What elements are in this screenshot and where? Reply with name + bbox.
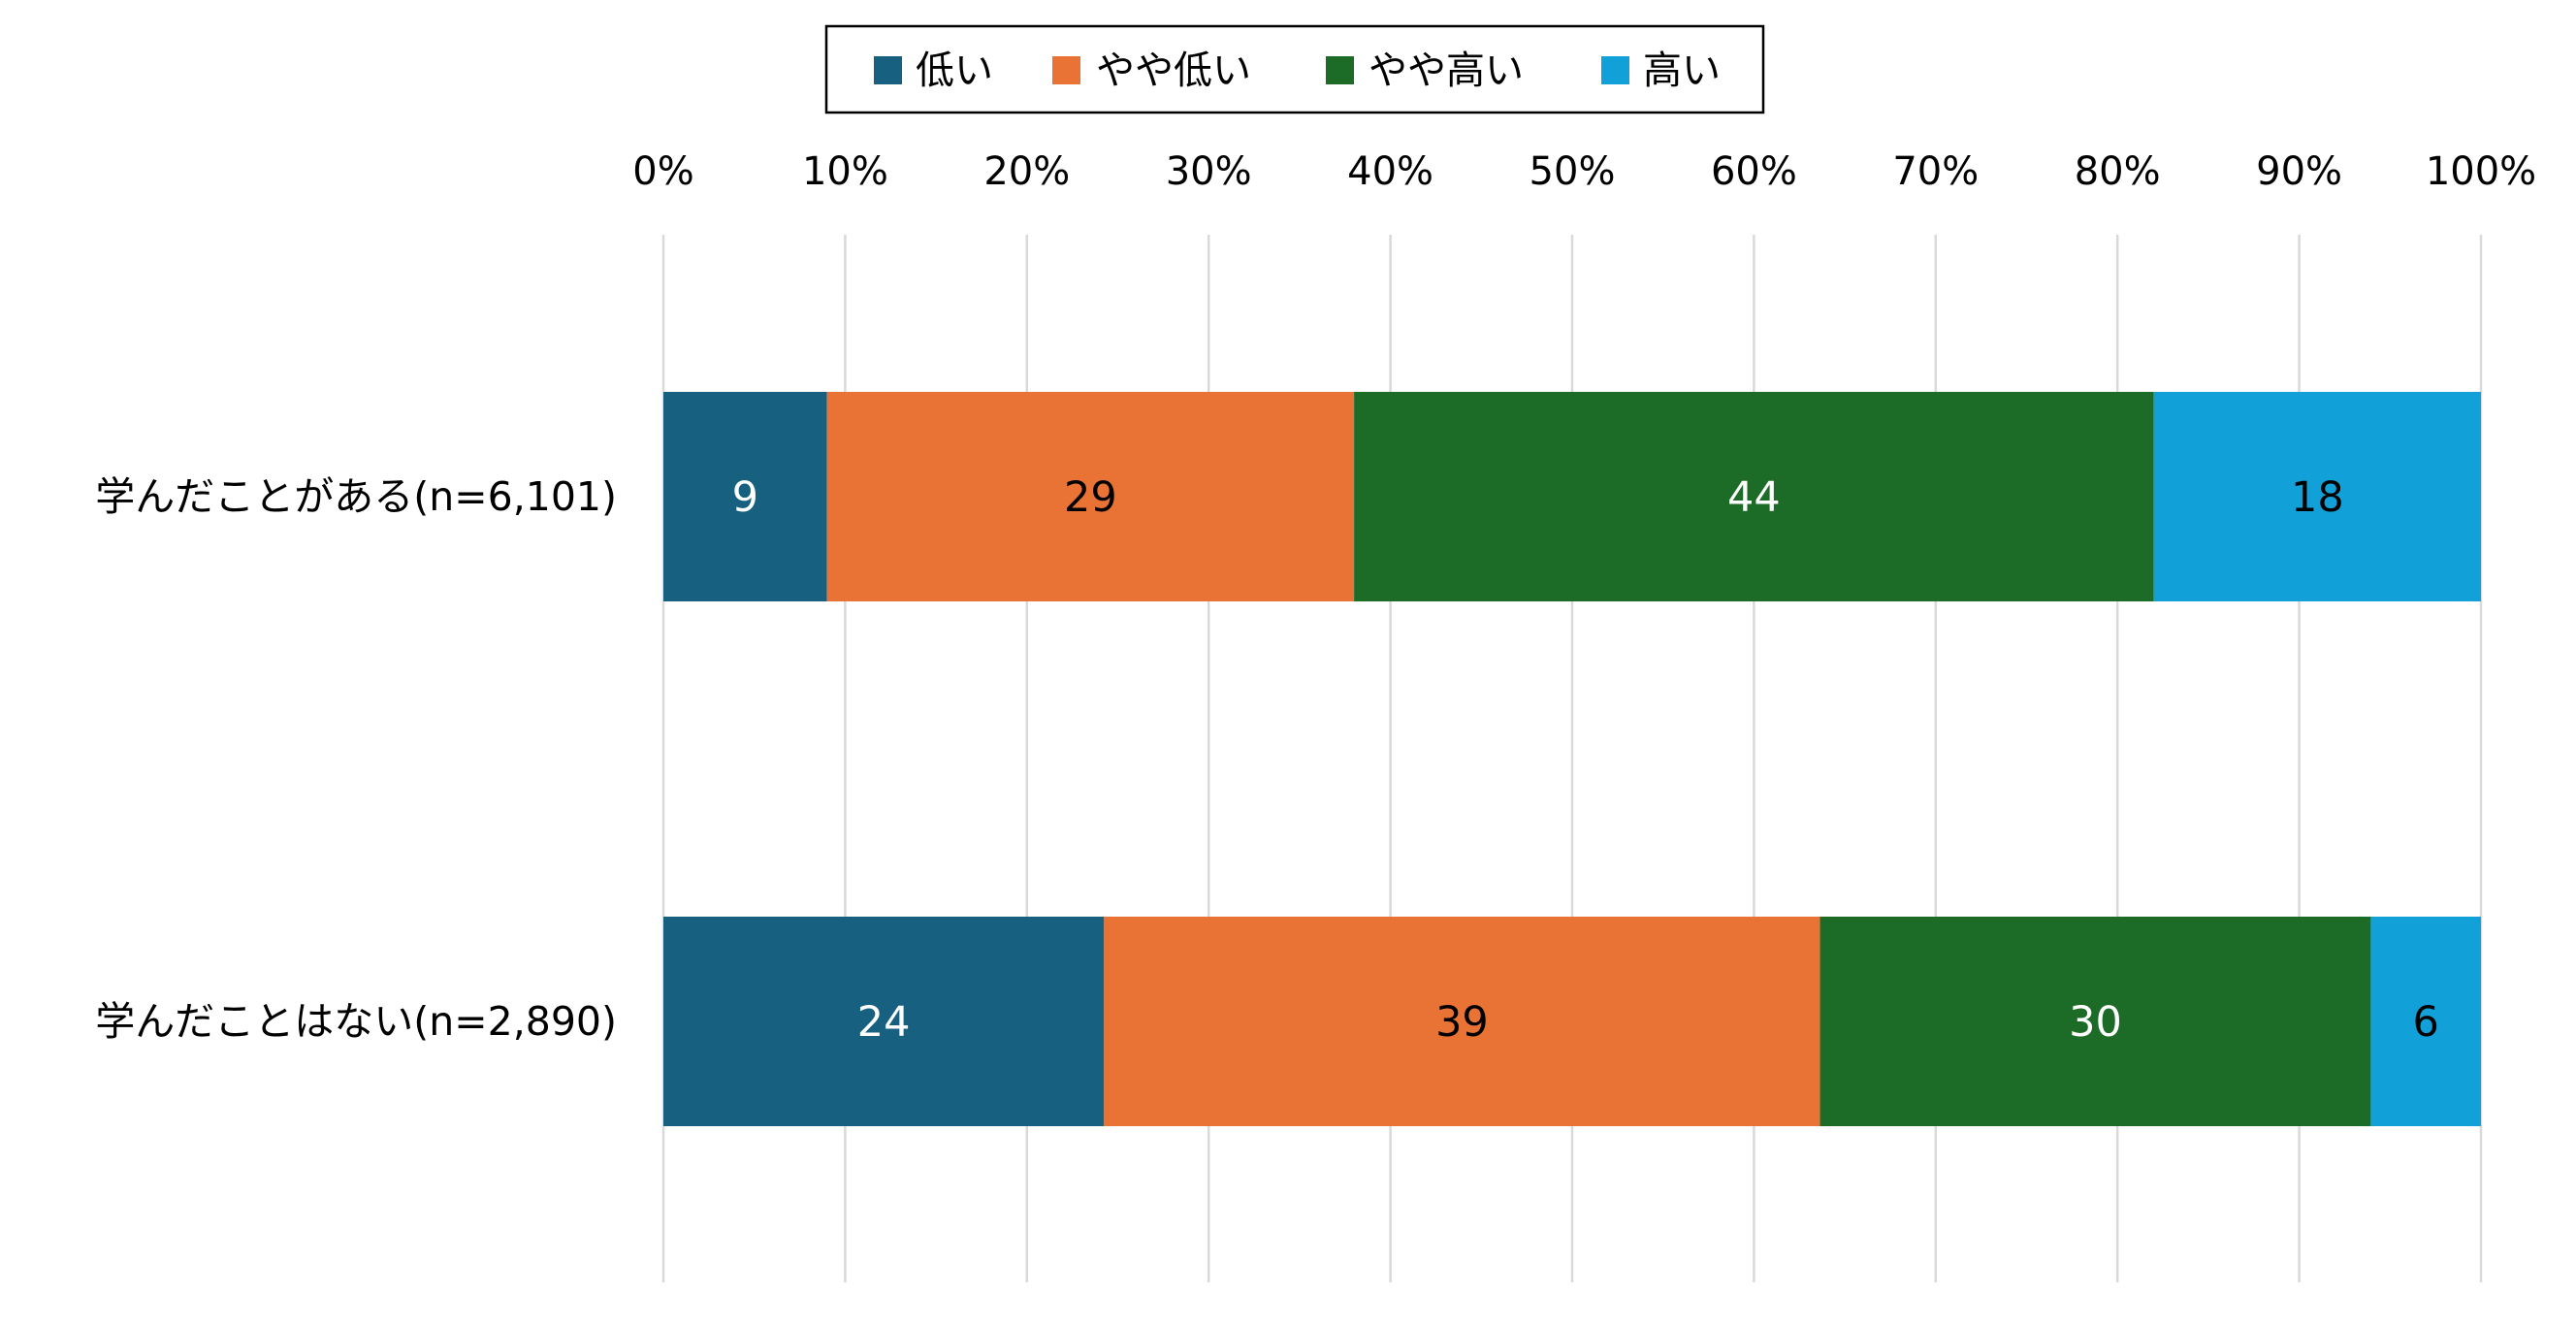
x-tick-label: 30% (1166, 149, 1252, 194)
x-tick-label: 60% (1711, 149, 1797, 194)
data-label: 30 (2069, 998, 2122, 1047)
category-label: 学んだことはない(n=2,890) (95, 998, 617, 1045)
legend-label: やや高い (1368, 49, 1524, 93)
x-tick-label: 70% (1892, 149, 1979, 194)
legend-label: 低い (916, 49, 993, 93)
bar-segment (2370, 917, 2481, 1126)
bar-segment (1819, 917, 2371, 1126)
x-tick-label: 80% (2075, 149, 2161, 194)
bar-segment (2153, 392, 2481, 601)
legend-label: やや低い (1096, 49, 1251, 93)
data-label: 39 (1435, 998, 1489, 1047)
bars: 9 29 44 18 24 39 30 6 (663, 392, 2481, 1126)
legend-swatch (1601, 56, 1629, 84)
data-label: 29 (1064, 473, 1117, 522)
bar-segment (1354, 392, 2154, 601)
legend-swatch (1052, 56, 1080, 84)
data-label: 44 (1727, 473, 1781, 522)
category-label: 学んだことがある(n=6,101) (95, 473, 617, 520)
x-axis-ticks: 0% 10% 20% 30% 40% 50% 60% 70% 80% 90% 100% (632, 149, 2536, 194)
legend-swatch (1326, 56, 1354, 84)
x-tick-label: 0% (632, 149, 693, 194)
x-tick-label: 20% (983, 149, 1070, 194)
bar-segment (663, 917, 1105, 1126)
x-tick-label: 10% (802, 149, 888, 194)
data-label: 18 (2291, 473, 2344, 522)
category-labels: 学んだことがある(n=6,101) 学んだことはない(n=2,890) (95, 473, 617, 1045)
legend: 低い やや低い やや高い 高い (824, 24, 1765, 114)
x-tick-label: 100% (2426, 149, 2536, 194)
legend-swatch (874, 56, 902, 84)
bar-segment (663, 392, 827, 601)
x-tick-label: 40% (1347, 149, 1433, 194)
bar-segment (1104, 917, 1820, 1126)
bar-segment (826, 392, 1355, 601)
data-label: 24 (857, 998, 911, 1047)
data-label: 6 (2413, 998, 2439, 1047)
data-label: 9 (732, 473, 758, 522)
legend-label: 高い (1643, 49, 1721, 93)
x-tick-label: 90% (2256, 149, 2342, 194)
x-tick-label: 50% (1530, 149, 1616, 194)
